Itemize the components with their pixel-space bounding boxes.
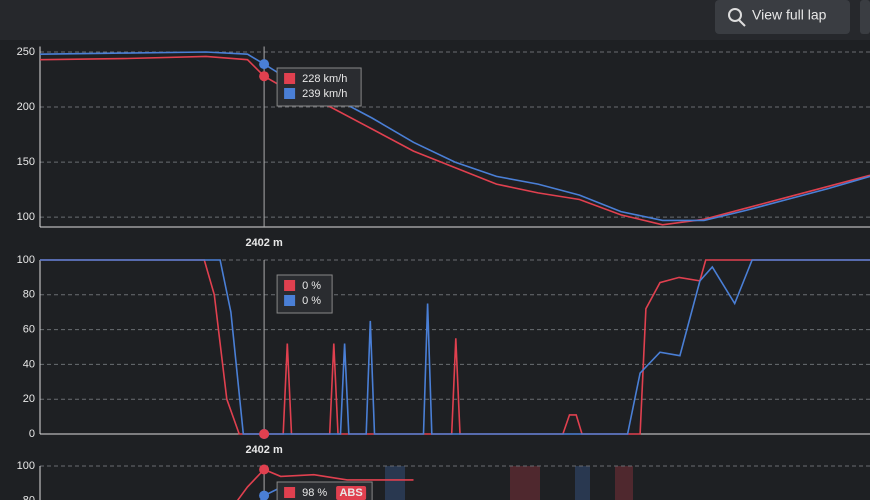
legend-swatch bbox=[284, 280, 296, 291]
y-tick-label: 40 bbox=[23, 358, 35, 370]
cursor-label: 2402 m bbox=[245, 237, 283, 249]
cursor-point bbox=[259, 59, 270, 70]
tooltip-value: 0 % bbox=[302, 280, 321, 292]
series-line bbox=[236, 468, 414, 500]
view-full-lap-button[interactable]: View full lap bbox=[715, 0, 850, 34]
cursor-point bbox=[259, 490, 270, 500]
legend-swatch bbox=[284, 487, 296, 498]
button-edge bbox=[860, 0, 870, 34]
y-tick-label: 20 bbox=[23, 393, 35, 405]
y-tick-label: 100 bbox=[17, 254, 35, 266]
tooltip-value: 98 % bbox=[302, 487, 327, 499]
legend-swatch bbox=[284, 295, 296, 306]
y-tick-label: 60 bbox=[23, 324, 35, 336]
cursor-point bbox=[259, 71, 270, 82]
y-tick-label: 0 bbox=[29, 428, 35, 440]
tooltip-value: 228 km/h bbox=[302, 73, 347, 85]
series-line bbox=[39, 55, 870, 226]
series-line bbox=[40, 259, 870, 435]
y-tick-label: 250 bbox=[17, 46, 35, 58]
cursor-point bbox=[259, 429, 270, 439]
legend-swatch bbox=[284, 73, 296, 84]
abs-badge-label: ABS bbox=[339, 487, 362, 499]
cursor-label: 2402 m bbox=[245, 444, 283, 456]
abs-bands bbox=[385, 466, 633, 500]
tooltip-value: 239 km/h bbox=[302, 88, 347, 100]
y-tick-label: 100 bbox=[17, 211, 35, 223]
tooltip-value: 0 % bbox=[302, 295, 321, 307]
cursor-point bbox=[259, 464, 270, 475]
series-line bbox=[39, 51, 870, 222]
y-tick-label: 200 bbox=[17, 101, 35, 113]
series-line bbox=[40, 259, 870, 435]
abs-badge bbox=[336, 486, 367, 500]
button-label: View full lap bbox=[752, 7, 827, 23]
y-tick-label: 150 bbox=[17, 156, 35, 168]
y-tick-label: 80 bbox=[23, 289, 35, 301]
y-tick-label: 100 bbox=[17, 460, 35, 472]
legend-swatch bbox=[284, 88, 296, 99]
y-tick-label: 80 bbox=[23, 495, 35, 500]
